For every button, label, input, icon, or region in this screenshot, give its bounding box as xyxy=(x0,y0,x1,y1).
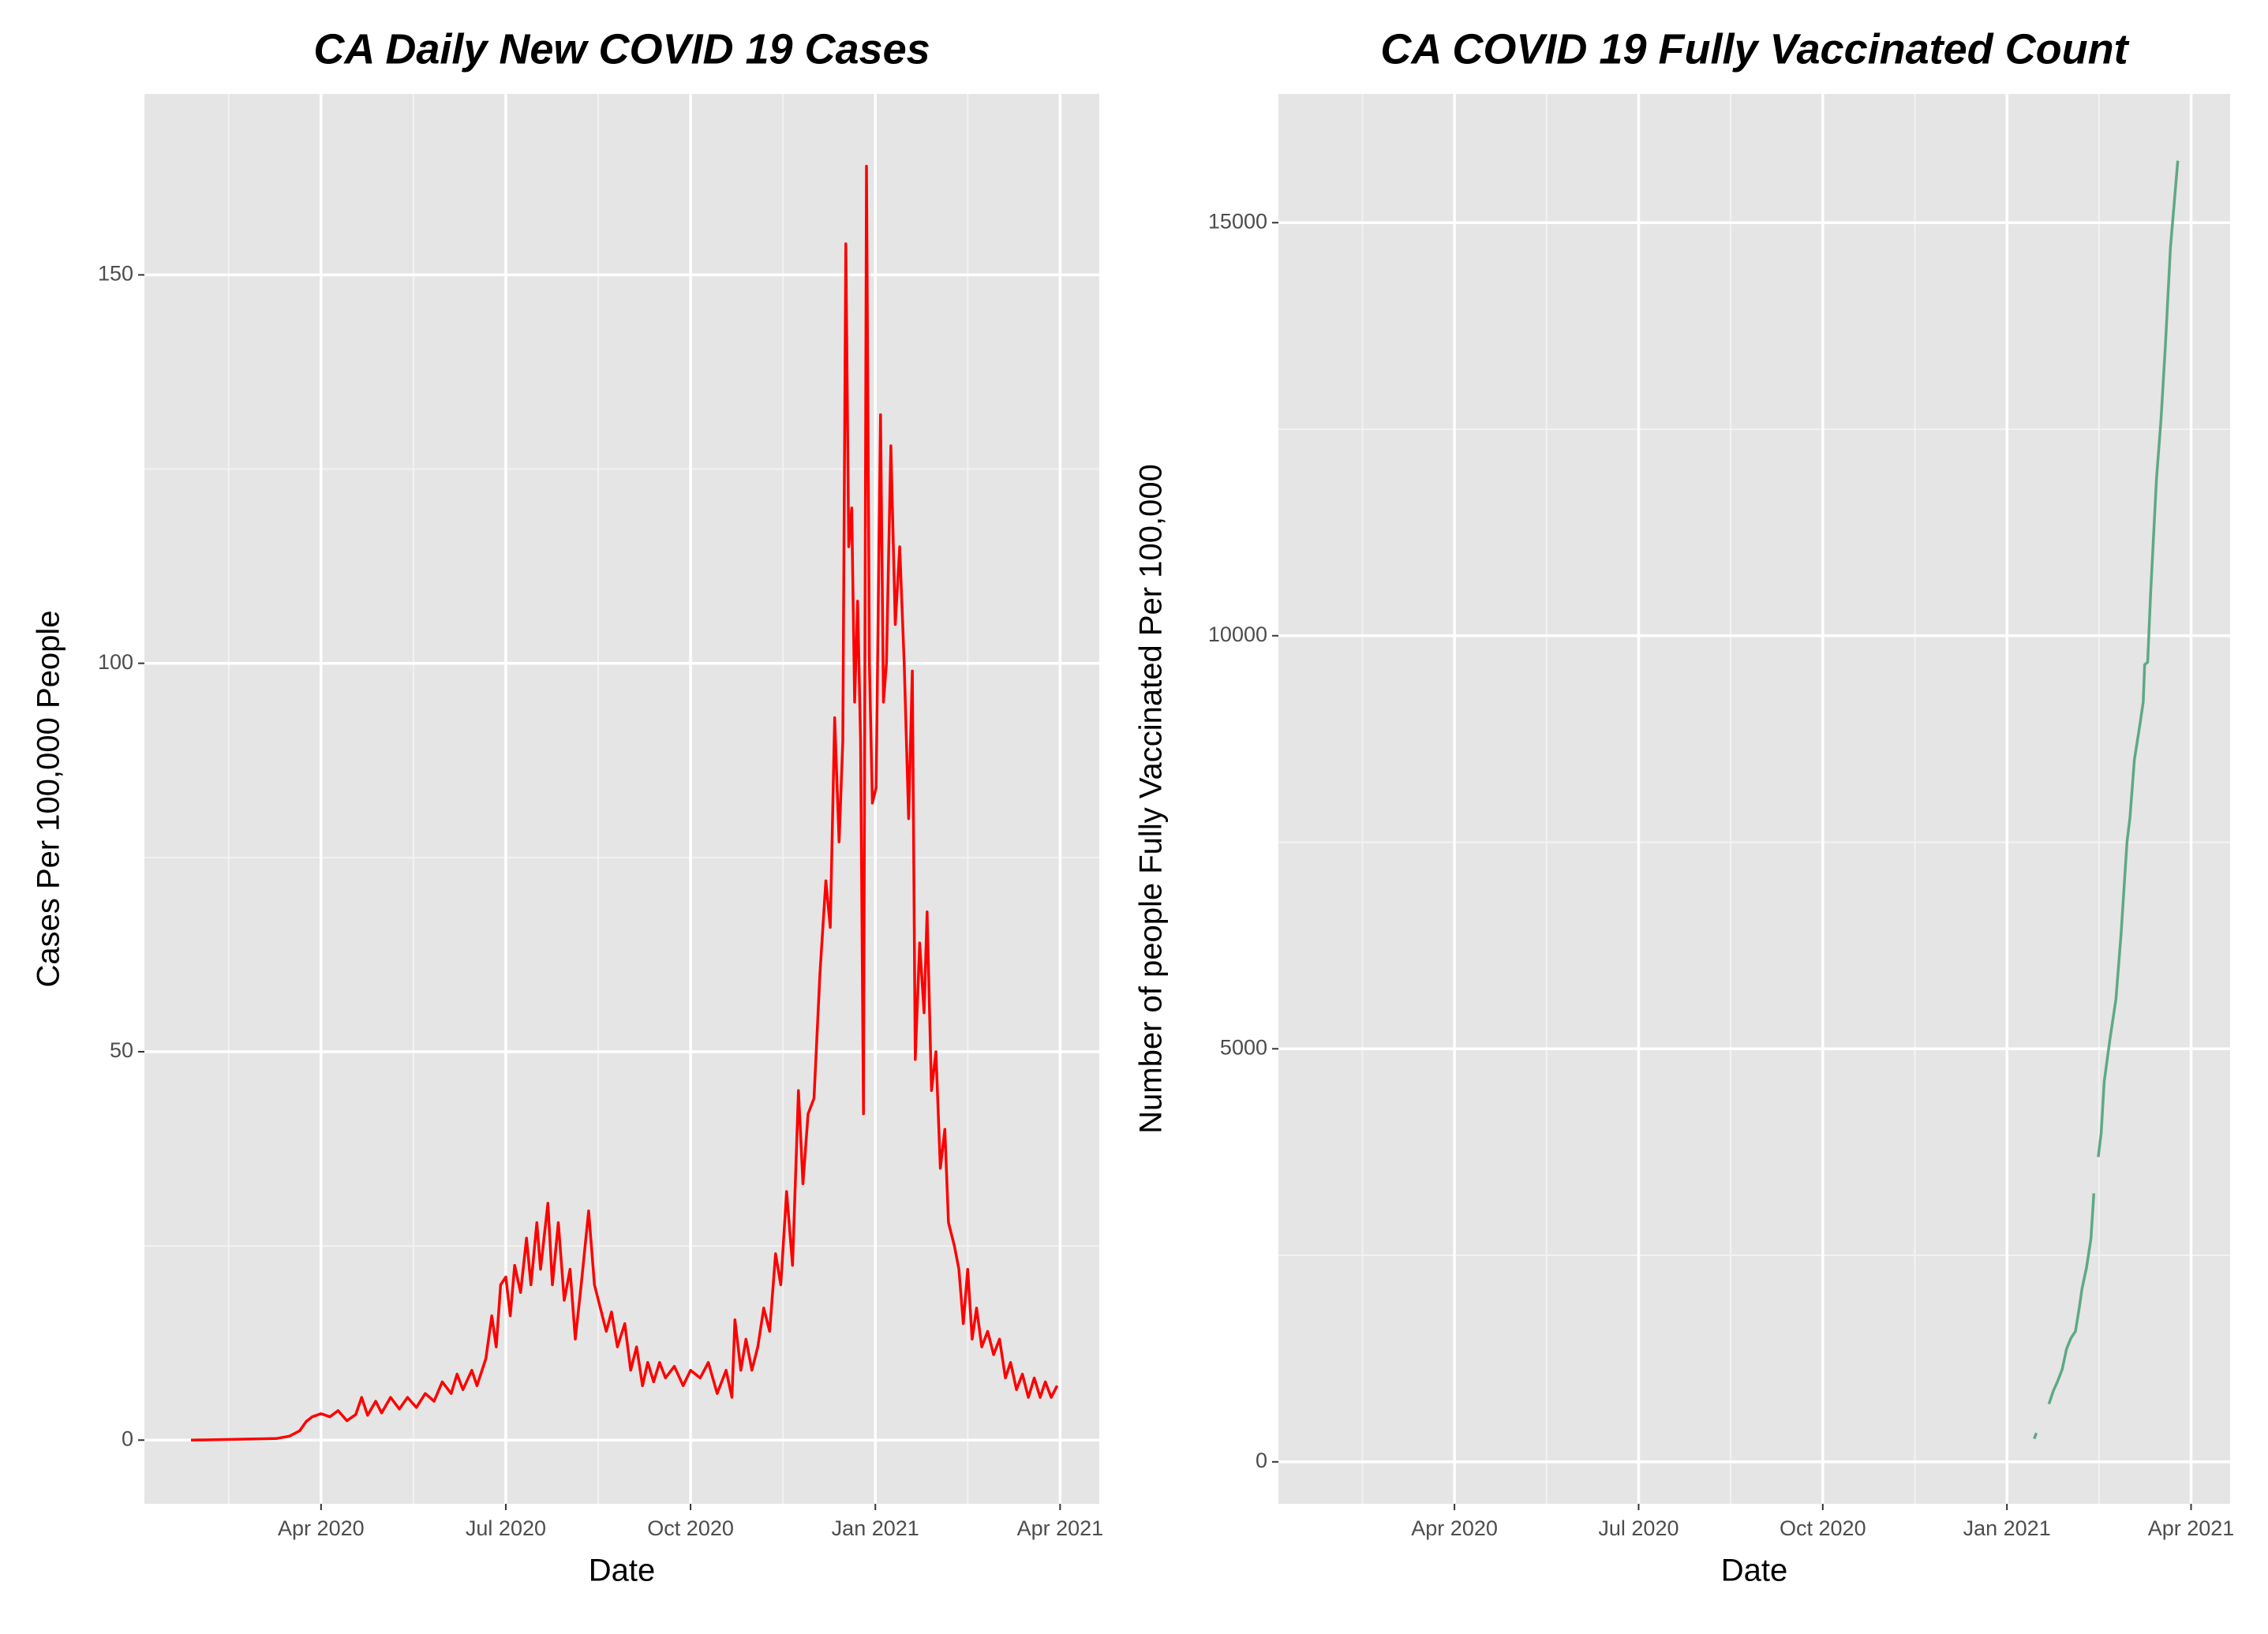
plot-panel xyxy=(144,94,1099,1504)
data-line xyxy=(190,164,1059,1442)
x-tick-label: Jul 2020 xyxy=(466,1516,546,1540)
y-axis-title: Number of people Fully Vaccinated Per 10… xyxy=(1134,464,1169,1134)
y-tick-label: 0 xyxy=(1256,1449,1267,1472)
y-tick-label: 100 xyxy=(98,650,133,674)
plot-panel xyxy=(1278,94,2230,1504)
y-tick-label: 0 xyxy=(122,1426,133,1450)
x-tick-label: Jan 2021 xyxy=(1963,1516,2051,1540)
chart-title: CA COVID 19 Fully Vaccinated Count xyxy=(1380,25,2129,73)
y-tick-label: 5000 xyxy=(1220,1035,1267,1059)
x-tick-label: Oct 2020 xyxy=(1780,1516,1866,1540)
y-tick-label: 10000 xyxy=(1208,623,1267,646)
x-tick-label: Apr 2021 xyxy=(2148,1516,2235,1540)
x-axis-title: Date xyxy=(1721,1554,1788,1588)
x-tick-label: Apr 2021 xyxy=(1017,1516,1104,1540)
y-tick-label: 15000 xyxy=(1208,209,1267,233)
x-tick-label: Apr 2020 xyxy=(1411,1516,1498,1540)
x-tick-label: Oct 2020 xyxy=(647,1516,734,1540)
chart-title: CA Daily New COVID 19 Cases xyxy=(313,25,930,73)
x-tick-label: Jan 2021 xyxy=(832,1516,919,1540)
x-tick-label: Jul 2020 xyxy=(1598,1516,1679,1540)
data-line xyxy=(2033,160,2180,1440)
x-axis-title: Date xyxy=(589,1554,656,1588)
x-tick-label: Apr 2020 xyxy=(278,1516,365,1540)
y-axis-title: Cases Per 100,000 People xyxy=(32,610,66,987)
y-tick-label: 50 xyxy=(110,1038,133,1062)
y-tick-label: 150 xyxy=(98,262,133,286)
